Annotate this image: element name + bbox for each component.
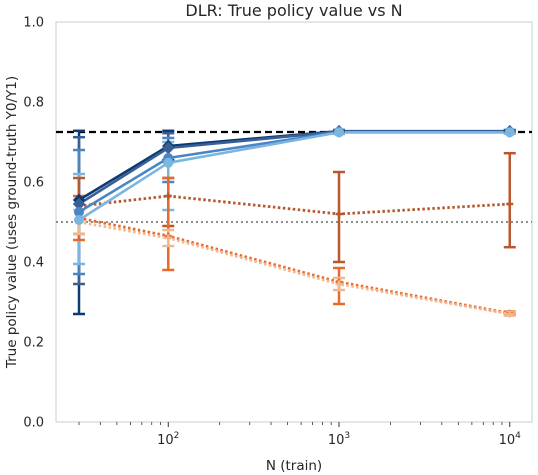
x-ticks: 102 103 104 xyxy=(78,422,522,448)
y-ticks: 0.0 0.2 0.4 0.6 0.8 1.0 xyxy=(23,16,44,431)
data-point-circle xyxy=(73,215,84,225)
y-tick-label: 0.0 xyxy=(23,416,44,431)
series-line xyxy=(78,194,510,216)
x-tick-label: 104 xyxy=(499,431,522,448)
x-tick-label: 103 xyxy=(328,431,350,448)
data-point-circle xyxy=(504,127,515,138)
y-tick-label: 0.2 xyxy=(23,336,44,351)
x-tick-label: 102 xyxy=(157,431,179,448)
y-tick-label: 1.0 xyxy=(23,16,44,31)
series-line xyxy=(78,220,510,316)
y-tick-label: 0.8 xyxy=(23,96,44,111)
data-point-circle xyxy=(334,127,345,138)
y-axis-label: True policy value (uses ground-truth Y0/… xyxy=(4,76,20,369)
series-line xyxy=(78,131,510,222)
x-axis-label: N (train) xyxy=(266,458,322,474)
y-tick-label: 0.4 xyxy=(23,256,44,271)
data-point-circle xyxy=(163,157,174,168)
series-lines xyxy=(78,129,510,316)
series-markers xyxy=(72,124,516,318)
series-line xyxy=(78,216,510,315)
y-tick-label: 0.6 xyxy=(23,176,44,191)
chart-title: DLR: True policy value vs N xyxy=(185,1,402,20)
